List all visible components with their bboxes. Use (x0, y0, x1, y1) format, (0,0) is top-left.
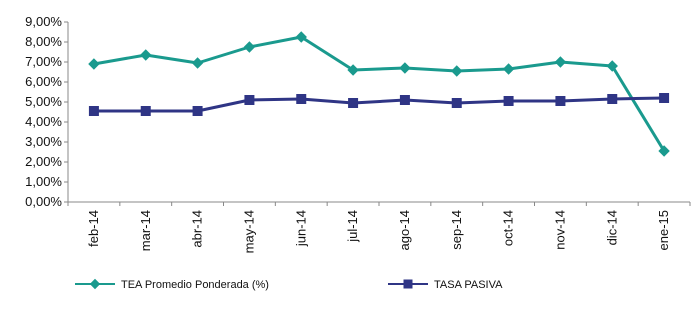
data-point (347, 64, 359, 76)
series-line-2 (93, 96, 665, 113)
x-tick-label: feb-14 (86, 210, 101, 247)
data-point (191, 57, 204, 69)
y-tick-label: 4,00% (25, 114, 62, 129)
y-tick-label: 8,00% (25, 34, 62, 49)
x-tick-label: ene-15 (656, 210, 671, 250)
data-point (192, 106, 203, 116)
data-point (554, 56, 567, 68)
data-point (295, 31, 307, 43)
y-tick-label: 2,00% (25, 154, 62, 169)
x-tick-label: mar-14 (138, 210, 153, 251)
x-tick-label: sep-14 (449, 210, 464, 250)
data-point (88, 58, 100, 70)
y-tick-label: 9,00% (25, 14, 62, 29)
legend: TEA Promedio Ponderada (%) TASA PASIVA (75, 278, 503, 291)
y-axis-ticks: 0,00% 1,00% 2,00% 3,00% 4,00% 5,00% 6,00% 7,00%… (25, 14, 68, 209)
y-tick-label: 5,00% (25, 94, 62, 109)
y-tick-label: 6,00% (25, 74, 62, 89)
y-tick-label: 1,00% (25, 174, 62, 189)
data-point (503, 96, 514, 106)
data-point (244, 95, 255, 105)
data-point (607, 94, 618, 104)
x-tick-label: nov-14 (552, 210, 567, 250)
x-tick-label: jul-14 (345, 210, 360, 243)
series-layer (88, 31, 670, 157)
data-point (243, 41, 256, 53)
data-point (451, 65, 463, 77)
x-tick-label: jun-14 (293, 210, 308, 247)
data-point (296, 94, 307, 104)
x-tick-label: abr-14 (190, 210, 205, 248)
x-axis-ticks: feb-14 mar-14 abr-14 may-14 jun-14 jul-14 ago-… (67, 202, 691, 253)
y-tick-label: 7,00% (25, 54, 62, 69)
legend-label: TASA PASIVA (434, 279, 503, 291)
data-point (348, 98, 359, 108)
legend-label: TEA Promedio Ponderada (%) (121, 279, 269, 291)
data-point (399, 62, 411, 74)
data-point (140, 106, 151, 116)
legend-marker (89, 278, 101, 290)
y-tick-label: 3,00% (25, 134, 62, 149)
data-point (659, 93, 670, 103)
data-point (399, 95, 410, 105)
y-tick-label: 0,00% (25, 194, 62, 209)
series-line-1 (93, 35, 666, 152)
data-point (555, 96, 566, 106)
x-tick-label: dic-14 (604, 210, 619, 245)
legend-marker (403, 279, 413, 289)
x-tick-label: oct-14 (501, 210, 516, 246)
x-tick-label: ago-14 (397, 210, 412, 250)
data-point (140, 49, 152, 61)
data-point (451, 98, 462, 108)
data-point (658, 145, 670, 157)
data-point (606, 60, 618, 72)
data-point (88, 106, 99, 116)
data-point (502, 63, 515, 75)
x-tick-label: may-14 (241, 210, 256, 253)
